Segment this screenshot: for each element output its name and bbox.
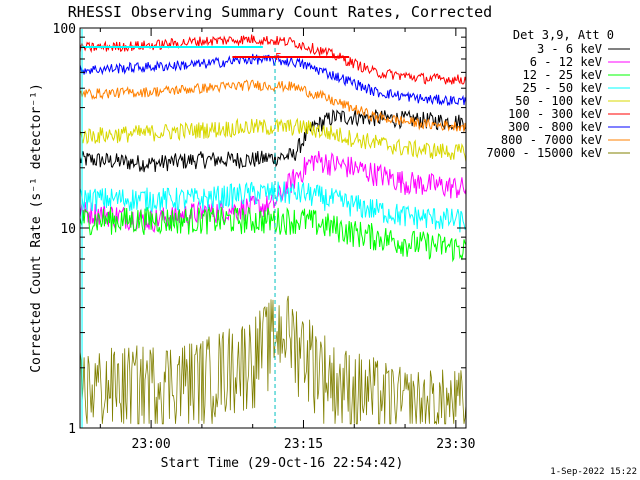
legend-label-5: 100 - 300 keV — [508, 107, 602, 121]
legend-header: Det 3,9, Att 0 — [513, 28, 614, 42]
series-0 — [80, 109, 466, 173]
series-line-8-segment-0 — [80, 295, 466, 426]
series-line-7-segment-0 — [80, 79, 466, 132]
y-tick-label: 10 — [60, 222, 76, 237]
legend-label-0: 3 - 6 keV — [537, 42, 602, 56]
x-tick-label: 23:30 — [436, 437, 475, 452]
legend-label-1: 6 - 12 keV — [530, 55, 602, 69]
series-8 — [80, 295, 466, 426]
series-1 — [80, 150, 466, 233]
series-7 — [80, 79, 466, 132]
legend-label-3: 25 - 50 keV — [523, 81, 602, 95]
series-line-5-segment-0 — [80, 34, 466, 85]
series-line-2-segment-0 — [80, 206, 466, 263]
marker-f: F — [275, 52, 281, 63]
y-tick-label: 1 — [68, 422, 76, 437]
x-tick-label: 23:00 — [132, 437, 171, 452]
x-tick-label: 23:15 — [284, 437, 323, 452]
y-tick-label: 100 — [53, 22, 76, 37]
series-line-3-segment-0 — [80, 181, 466, 233]
series-4 — [80, 117, 466, 162]
legend-label-4: 50 - 100 keV — [515, 94, 602, 108]
series-6 — [80, 53, 466, 107]
series-5 — [80, 34, 466, 85]
series-2 — [80, 206, 466, 263]
legend-label-7: 800 - 7000 keV — [501, 133, 602, 147]
series-line-1-segment-0 — [80, 150, 466, 233]
legend-label-2: 12 - 25 keV — [523, 68, 602, 82]
legend-label-6: 300 - 800 keV — [508, 120, 602, 134]
series-line-6-segment-0 — [80, 53, 466, 107]
legend-label-8: 7000 - 15000 keV — [486, 146, 602, 160]
x-axis-label: Start Time (29-Oct-16 22:54:42) — [161, 456, 404, 471]
series-3 — [80, 181, 466, 233]
footer-date: 1-Sep-2022 15:22 — [550, 467, 637, 477]
series-line-0-segment-0 — [80, 109, 466, 173]
y-axis-label: Corrected Count Rate (s⁻¹ detector⁻¹) — [29, 83, 44, 373]
series-layer — [80, 34, 466, 426]
overlay-layer: SF — [81, 29, 350, 428]
series-line-4-segment-0 — [80, 117, 466, 162]
axis-layer: 23:00 23:15 23:30 1 10 100 — [53, 22, 476, 452]
chart-title: RHESSI Observing Summary Count Rates, Co… — [68, 3, 492, 21]
